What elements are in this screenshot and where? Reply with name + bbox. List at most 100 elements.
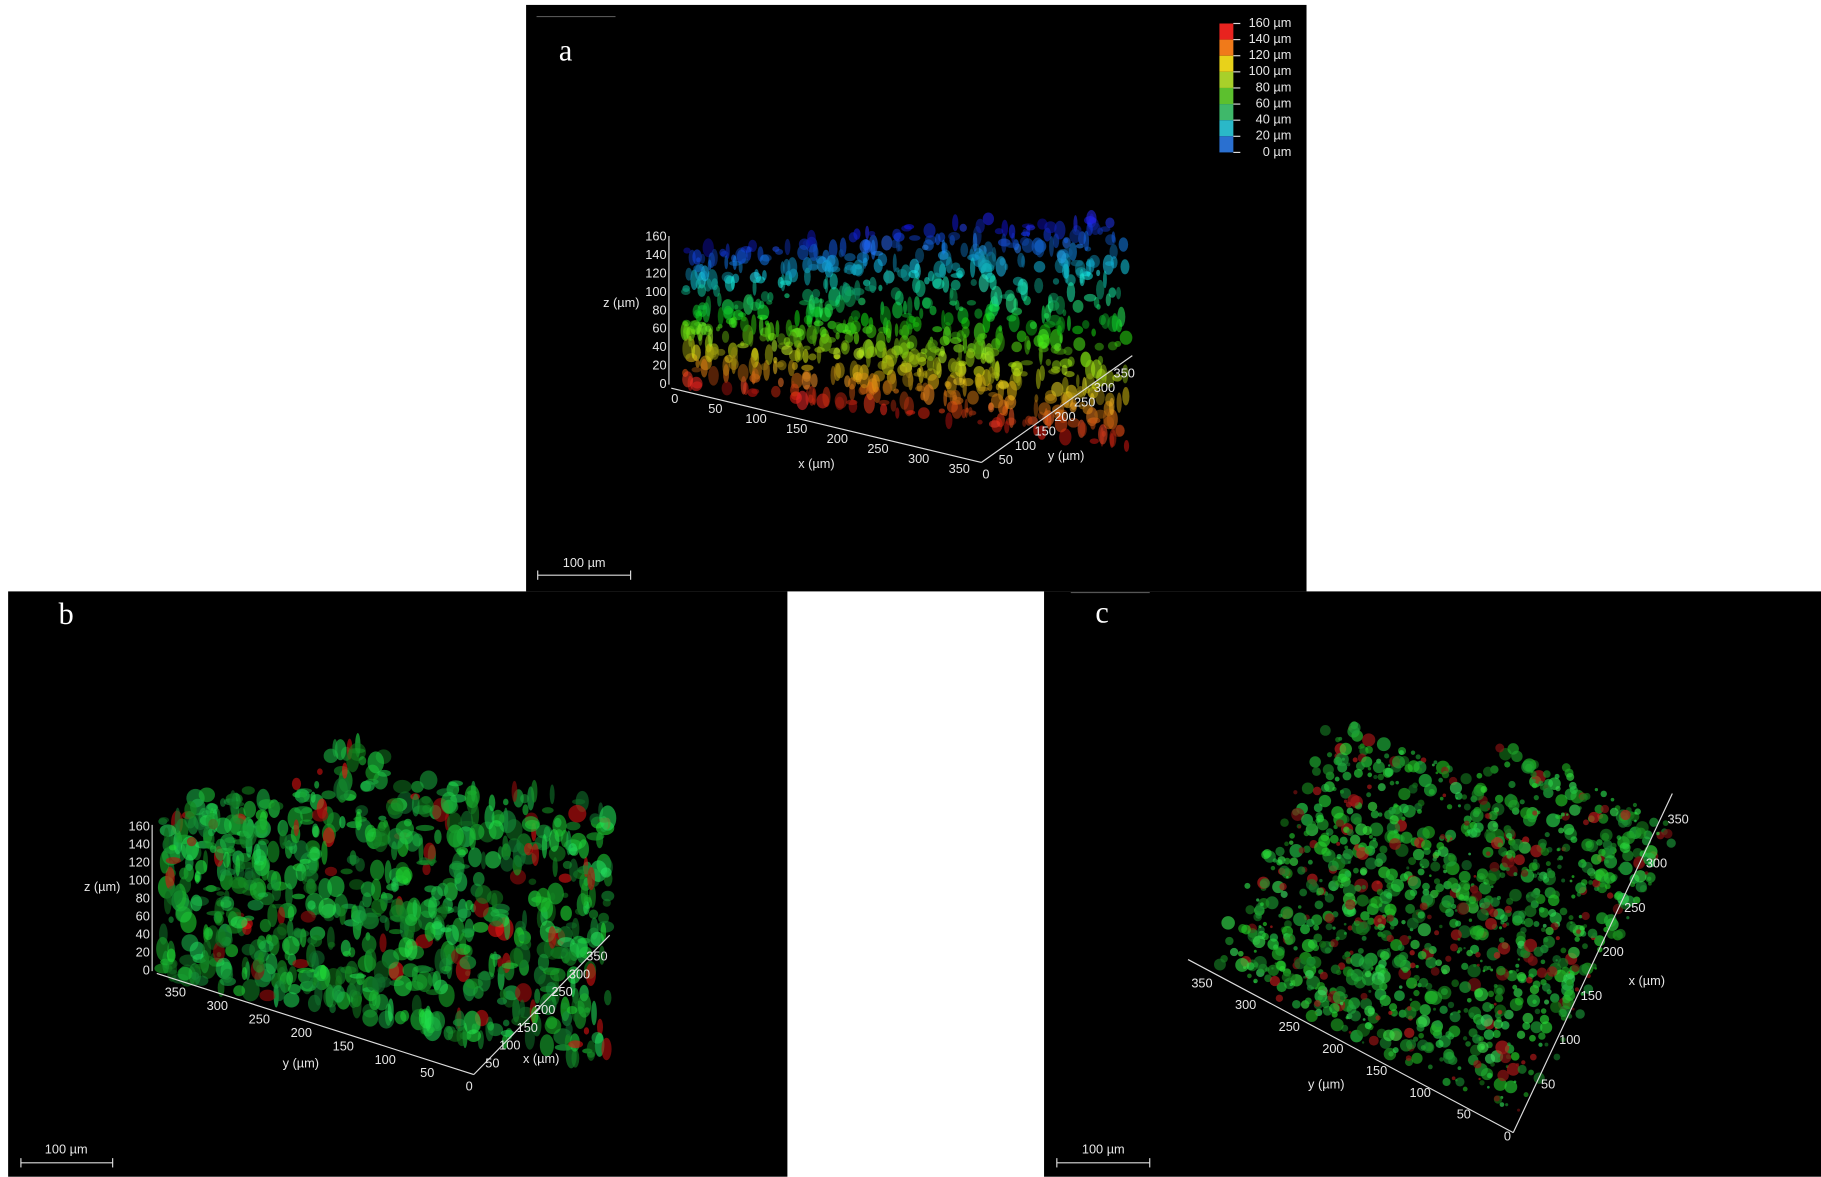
cell-cluster	[174, 807, 181, 834]
cell-cluster	[802, 349, 809, 364]
cell-cluster	[752, 279, 757, 296]
cell-cluster	[705, 343, 715, 363]
axis-tick-label: 0	[660, 376, 667, 391]
cell-cluster	[522, 910, 528, 929]
cell-cluster	[1368, 834, 1373, 839]
cell-cluster	[266, 840, 280, 863]
cell-cluster	[1456, 902, 1470, 915]
cell-cluster	[1500, 1021, 1510, 1030]
cell-cluster	[541, 834, 548, 859]
cell-cluster	[1469, 1012, 1475, 1018]
cell-cluster	[801, 371, 811, 390]
axis-tick-label: 100	[1015, 438, 1036, 453]
cell-cluster	[352, 994, 362, 1019]
cell-cluster	[892, 301, 903, 319]
cell-cluster	[736, 249, 747, 265]
cell-cluster	[906, 341, 915, 349]
cell-cluster	[1052, 278, 1060, 285]
axis-tick-label: 150	[517, 1020, 538, 1035]
cell-cluster	[570, 974, 576, 998]
cell-cluster	[300, 910, 316, 923]
cell-cluster	[1317, 995, 1323, 1001]
cell-cluster	[972, 232, 978, 252]
cell-cluster	[846, 399, 858, 406]
cell-cluster	[393, 779, 412, 794]
cell-cluster	[702, 238, 714, 258]
cell-cluster	[268, 934, 280, 956]
cell-cluster	[1469, 926, 1484, 940]
cell-cluster	[241, 967, 248, 981]
cell-cluster	[1417, 809, 1422, 814]
cell-cluster	[1121, 364, 1129, 384]
cell-cluster	[1362, 825, 1372, 836]
cell-cluster	[352, 905, 366, 923]
cell-cluster	[387, 998, 394, 1022]
cell-cluster	[710, 346, 719, 360]
cell-cluster	[961, 317, 970, 329]
cell-cluster	[256, 788, 270, 811]
cell-cluster	[1378, 959, 1387, 968]
cell-cluster	[362, 892, 372, 908]
axis-line	[1187, 959, 1514, 1134]
cell-cluster	[962, 377, 974, 387]
cell-cluster	[950, 279, 961, 291]
cell-cluster	[1337, 873, 1348, 883]
cell-cluster	[1341, 815, 1350, 824]
axis-tick-label: 200	[291, 1025, 312, 1040]
axis-line	[1512, 793, 1673, 1133]
cell-cluster	[859, 372, 870, 389]
cell-cluster	[1016, 373, 1022, 386]
cell-cluster	[1343, 799, 1348, 804]
cell-cluster	[1561, 763, 1571, 772]
cell-cluster	[1098, 424, 1108, 445]
cell-cluster	[1438, 777, 1444, 783]
cell-cluster	[894, 290, 904, 306]
cell-cluster	[333, 777, 351, 801]
axis-tick-label: 0	[1504, 1129, 1511, 1144]
cell-cluster	[400, 1010, 410, 1022]
cell-cluster	[929, 305, 937, 316]
cell-cluster	[1482, 1002, 1493, 1013]
cell-cluster	[1569, 786, 1578, 795]
cell-cluster	[202, 939, 212, 961]
cell-cluster	[1581, 838, 1594, 852]
cell-cluster	[819, 326, 827, 338]
cell-cluster	[949, 288, 958, 307]
cell-cluster	[990, 285, 1003, 307]
cell-cluster	[522, 804, 529, 816]
cell-cluster	[1476, 908, 1489, 921]
cell-cluster	[1456, 950, 1460, 954]
cell-cluster	[1559, 907, 1568, 916]
cell-cluster	[1435, 959, 1443, 967]
cell-cluster	[1083, 293, 1097, 302]
cell-cluster	[1330, 938, 1339, 948]
cell-cluster	[273, 980, 286, 1002]
cell-cluster	[168, 844, 177, 851]
cell-cluster	[1391, 878, 1405, 892]
cell-cluster	[1536, 967, 1548, 978]
cell-cluster	[1523, 1092, 1529, 1098]
cell-cluster	[1570, 836, 1578, 844]
cell-cluster	[1090, 222, 1101, 235]
cell-cluster	[1404, 1027, 1415, 1039]
cell-cluster	[1530, 770, 1537, 778]
cell-cluster	[1514, 854, 1525, 866]
cell-cluster	[1335, 736, 1341, 743]
cell-cluster	[455, 943, 471, 955]
volume-render	[154, 209, 1676, 1112]
cell-cluster	[1558, 827, 1564, 834]
cell-cluster	[1041, 305, 1046, 324]
cell-cluster	[568, 804, 587, 823]
cell-cluster	[1439, 1005, 1448, 1015]
cell-cluster	[349, 879, 365, 890]
cell-cluster	[443, 1025, 454, 1041]
cell-cluster	[961, 408, 967, 419]
cell-cluster	[321, 790, 336, 800]
cell-cluster	[1017, 252, 1025, 268]
cell-cluster	[1539, 842, 1547, 849]
cell-cluster	[1419, 1004, 1431, 1016]
cell-cluster	[810, 373, 818, 388]
cell-cluster	[531, 779, 538, 803]
cell-cluster	[681, 288, 691, 295]
cell-cluster	[1386, 914, 1394, 922]
